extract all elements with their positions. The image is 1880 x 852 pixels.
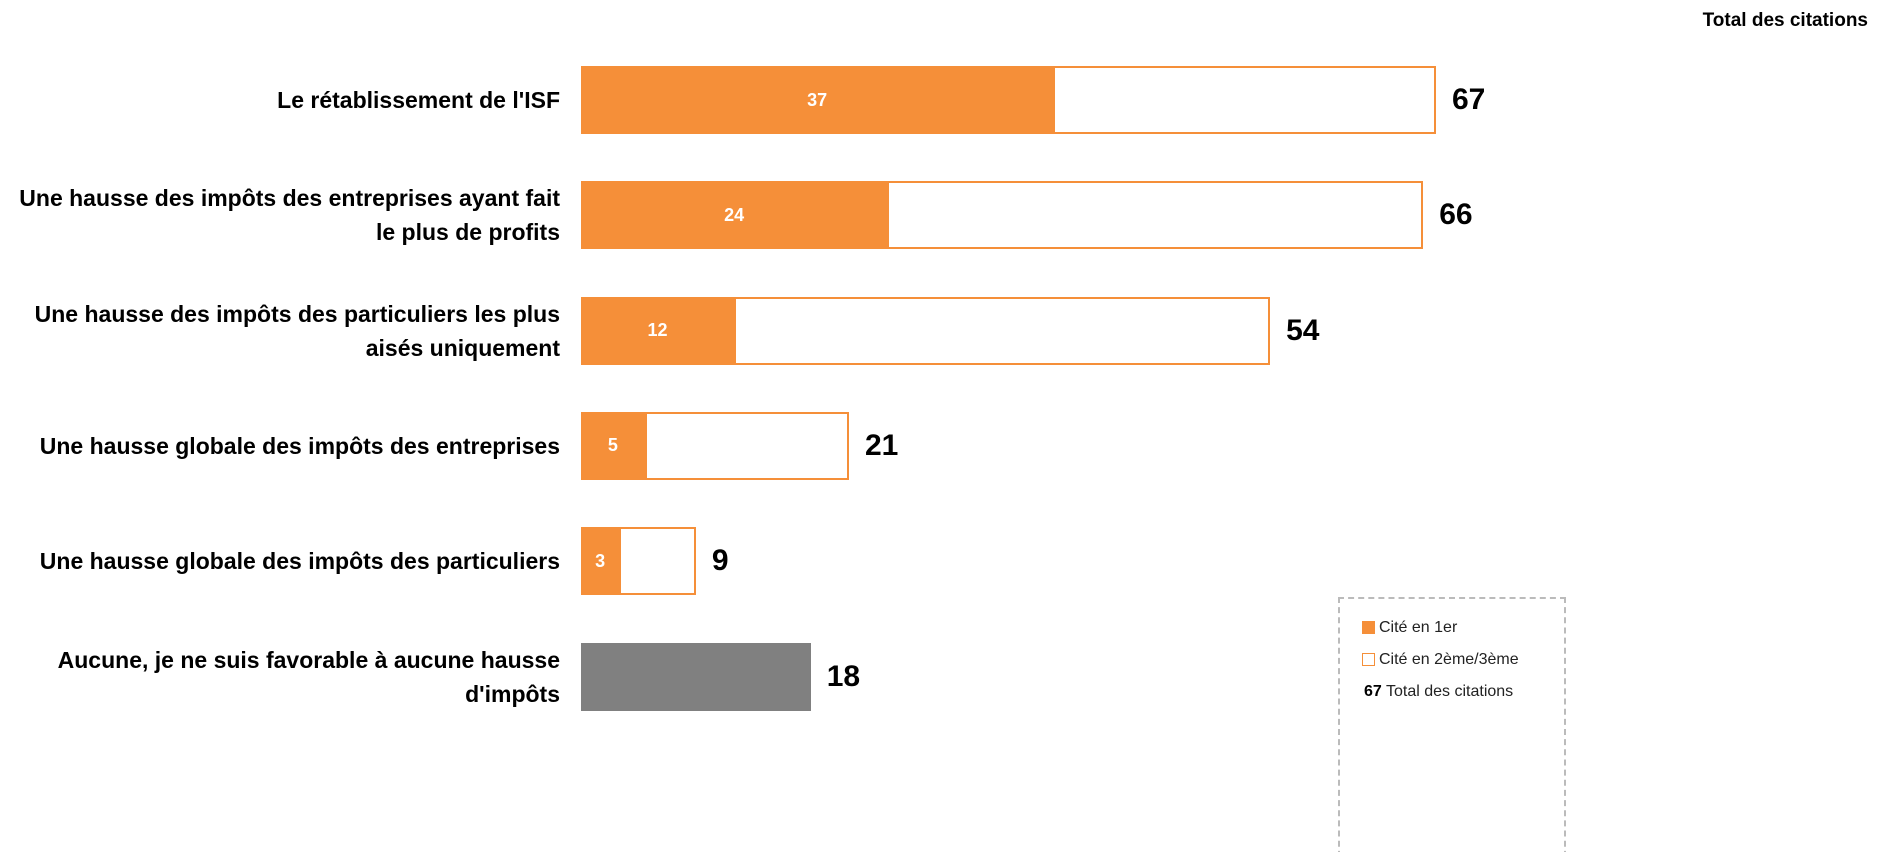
category-label: Une hausse globale des impôts des partic… — [39, 548, 560, 575]
legend-label: Total des citations — [1386, 683, 1514, 700]
total-label: 54 — [1286, 313, 1320, 347]
bar-segment: 3 — [581, 527, 620, 596]
legend-swatch — [1362, 653, 1375, 666]
legend-label: Cité en 2ème/3ème — [1379, 651, 1519, 668]
bar-segment: 5 — [581, 411, 645, 480]
bar-segment: 24 — [581, 181, 888, 250]
total-label: 9 — [711, 544, 729, 578]
bar — [581, 642, 811, 711]
category-label: Une hausse des impôts des entreprises ay… — [19, 185, 560, 246]
total-label: 67 — [1452, 83, 1486, 116]
bar-segment — [644, 411, 849, 480]
total-label: 66 — [1439, 198, 1473, 232]
value-label: 5 — [607, 435, 618, 456]
category-label: Une hausse globale des impôts des entrep… — [39, 432, 560, 459]
legend-sample: 67 — [1364, 683, 1382, 700]
value-label: 24 — [724, 204, 745, 225]
bar-segment — [887, 181, 1424, 250]
bar-segment: 12 — [581, 296, 735, 365]
total-label: 21 — [864, 428, 899, 462]
bar-segment — [734, 296, 1271, 365]
bar-segment — [619, 527, 696, 596]
value-label: 12 — [647, 320, 668, 341]
legend-swatch — [1362, 621, 1375, 634]
legend-label: Cité en 1er — [1379, 619, 1458, 636]
bar-segment — [1053, 66, 1436, 134]
totals-header: Total des citations — [1702, 10, 1868, 31]
bar-segment: 37 — [581, 66, 1054, 134]
legend: Cité en 1er Cité en 2ème/3ème 67 Total des … — [1338, 597, 1566, 852]
value-label: 37 — [807, 89, 828, 110]
total-label: 18 — [826, 659, 861, 693]
category-label: Une hausse des impôts des particuliers l… — [34, 300, 560, 361]
value-label: 3 — [595, 550, 606, 571]
category-label: Le rétablissement de l'ISF — [277, 87, 560, 113]
category-label: Aucune, je ne suis favorable à aucune ha… — [57, 646, 560, 707]
